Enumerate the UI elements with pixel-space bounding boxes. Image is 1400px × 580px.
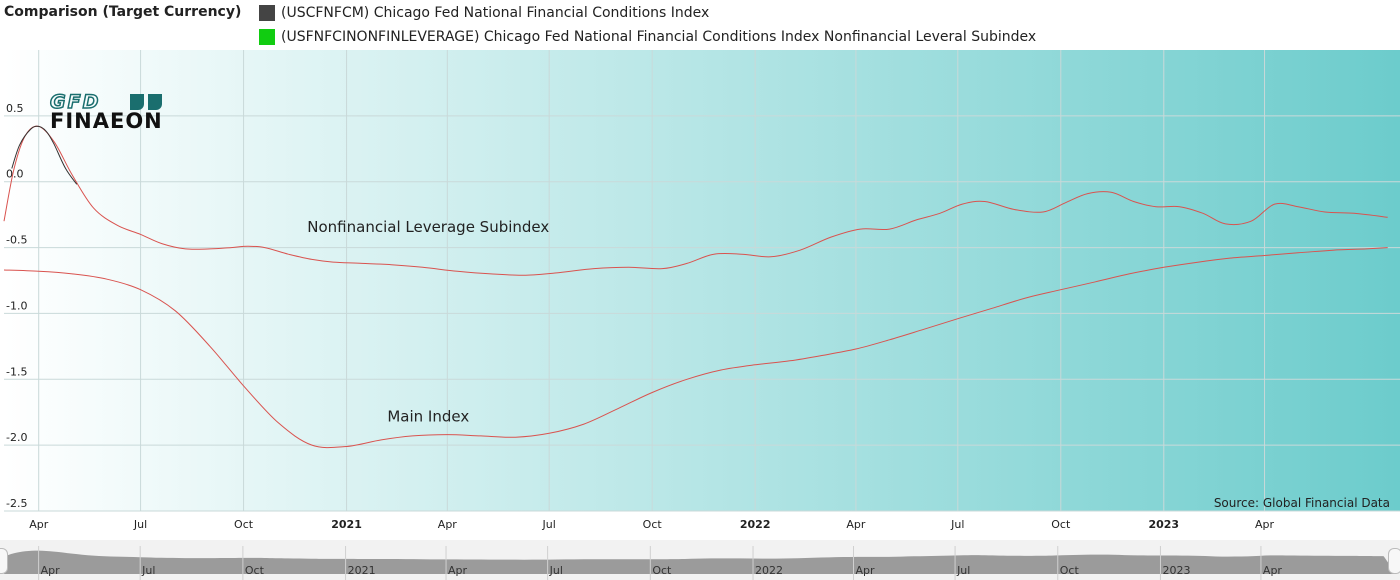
navigator-tick-label: Jul — [956, 564, 970, 577]
navigator-tick-label: Oct — [1060, 564, 1080, 577]
plot-area[interactable]: 0.5 0.0 -0.5 -1.0 -1.5 -2.0 -2.5 Apr Jul Oct 2021 A… — [0, 50, 1400, 540]
legend-label-subindex: (USFNFCINONFINLEVERAGE) Chicago Fed Nati… — [281, 29, 1037, 45]
legend-swatch-dark — [259, 5, 275, 21]
logo-text-finaeon: FINAEON — [50, 109, 163, 132]
navigator-tick-label: Jul — [141, 564, 155, 577]
navigator-layer: Apr Jul Oct 2021 Apr Jul Oct 2022 Apr Jul Oct 2023 A… — [4, 546, 1396, 580]
y-tick-label: -1.0 — [6, 299, 27, 312]
series-line-2 — [11, 125, 78, 185]
logo-leaf-icon — [148, 94, 162, 110]
x-tick-label: Jul — [542, 518, 556, 531]
x-tick-label: Apr — [846, 518, 866, 531]
navigator-tick-label: 2023 — [1162, 564, 1190, 577]
y-tick-label: -2.5 — [6, 497, 27, 510]
annotation-label: Main Index — [387, 407, 469, 425]
navigator-area — [4, 550, 1396, 574]
source-label: Source: Global Financial Data — [1214, 496, 1390, 510]
series-line-1 — [3, 247, 1388, 449]
x-tick-label: Apr — [438, 518, 458, 531]
grid-layer — [4, 50, 1400, 512]
series-line-0 — [3, 125, 1388, 276]
legend-label-main-index: (USCFNFCM) Chicago Fed National Financia… — [281, 5, 710, 21]
navigator-tick-label: Apr — [448, 564, 468, 577]
x-tick-label: Jul — [133, 518, 147, 531]
navigator-tick-label: 2021 — [348, 564, 376, 577]
y-tick-label: 0.0 — [6, 168, 24, 181]
x-tick-label: 2021 — [331, 518, 362, 531]
y-tick-label: -1.5 — [6, 365, 27, 378]
navigator-tick-label: Oct — [652, 564, 672, 577]
legend-item-main-index[interactable]: (USCFNFCM) Chicago Fed National Financia… — [259, 3, 709, 23]
chart-header: Comparison (Target Currency) (USCFNFCM) … — [0, 0, 1400, 50]
x-tick-label: Oct — [234, 518, 254, 531]
gfd-finaeon-logo: GFD FINAEON — [48, 90, 208, 133]
legend-item-subindex[interactable]: (USFNFCINONFINLEVERAGE) Chicago Fed Nati… — [259, 27, 1036, 47]
y-tick-label: 0.5 — [6, 102, 24, 115]
x-tick-label: 2023 — [1148, 518, 1179, 531]
x-tick-label: Oct — [1051, 518, 1071, 531]
x-tick-label: Apr — [29, 518, 49, 531]
logo-leaf-icon — [130, 94, 144, 110]
navigator-tick-label: Apr — [855, 564, 875, 577]
navigator-tick-label: Jul — [549, 564, 563, 577]
x-tick-label: 2022 — [740, 518, 771, 531]
navigator-tick-label: Apr — [41, 564, 61, 577]
x-tick-label: Jul — [950, 518, 964, 531]
navigator-right-handle[interactable] — [1388, 548, 1400, 574]
navigator-tick-label: 2022 — [755, 564, 783, 577]
y-tick-label: -0.5 — [6, 234, 27, 247]
y-tick-label: -2.0 — [6, 431, 27, 444]
x-tick-label: Oct — [643, 518, 663, 531]
logo-text-gfd: GFD — [50, 91, 100, 113]
plot-background — [4, 50, 1400, 511]
navigator-left-handle[interactable] — [0, 548, 8, 574]
navigator-chart[interactable]: Apr Jul Oct 2021 Apr Jul Oct 2022 Apr Jul Oct 2023 A… — [0, 540, 1400, 580]
annotation-label: Nonfinancial Leverage Subindex — [307, 218, 549, 236]
annotation-layer: Nonfinancial Leverage Subindex Main Index — [307, 218, 549, 426]
x-tick-label: Apr — [1255, 518, 1275, 531]
legend-swatch-green — [259, 29, 275, 45]
navigator-tick-label: Oct — [245, 564, 265, 577]
chart-header-title: Comparison (Target Currency) — [4, 4, 242, 20]
range-navigator[interactable]: Apr Jul Oct 2021 Apr Jul Oct 2022 Apr Jul Oct 2023 A… — [0, 540, 1400, 580]
series-layer — [3, 125, 1388, 449]
navigator-tick-label: Apr — [1263, 564, 1283, 577]
